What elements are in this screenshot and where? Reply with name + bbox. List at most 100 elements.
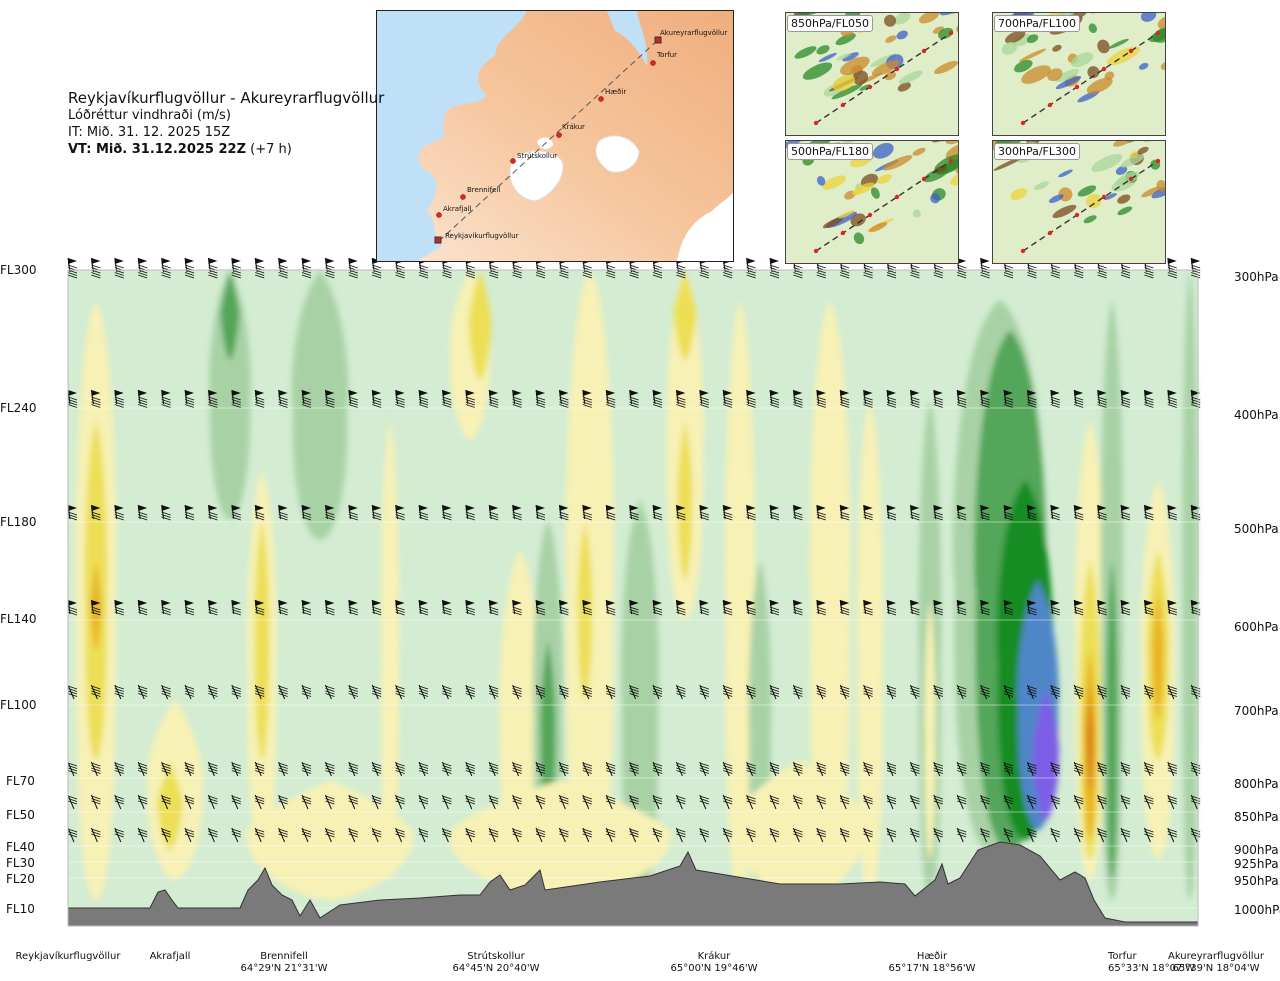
wind-barb-feather — [1027, 609, 1037, 613]
wind-barb — [839, 684, 850, 700]
wind-barb-feather — [489, 693, 499, 697]
wind-barb — [1143, 504, 1154, 521]
wind-barb-feather — [325, 401, 335, 406]
wind-barb — [114, 389, 124, 408]
wind-barb — [1120, 827, 1131, 843]
wind-barb-feather — [723, 828, 733, 833]
wind-barb — [675, 827, 686, 843]
wind-barb — [161, 684, 171, 700]
wind-barb-feather — [629, 828, 639, 833]
wind-barb-feather — [559, 272, 569, 276]
wind-barb-feather — [699, 514, 709, 518]
wind-barb-feather — [418, 688, 429, 692]
wind-barb-feather — [489, 611, 499, 616]
wind-barb-pennant — [302, 600, 311, 606]
wind-barb-feather — [372, 274, 382, 279]
wind-barb-feather — [816, 606, 826, 611]
inset-route-point — [894, 194, 900, 200]
wind-barb-pennant — [746, 505, 756, 511]
wind-barb — [137, 794, 148, 810]
wind-barb-feather — [325, 514, 335, 518]
wind-barb — [488, 389, 499, 408]
inset-field-patch — [912, 147, 926, 156]
wind-barb-pennant — [114, 258, 124, 264]
wind-barb-feather — [161, 795, 171, 800]
wind-barb-feather — [395, 516, 405, 521]
wind-barb — [161, 389, 171, 408]
wind-barb-feather — [980, 611, 990, 616]
wind-barb-feather — [863, 767, 873, 772]
wind-barb — [184, 504, 195, 521]
wind-barb-feather — [582, 693, 592, 697]
wind-barb — [1120, 761, 1131, 777]
wind-barb-feather — [1191, 606, 1201, 611]
wind-barb-feather — [138, 765, 148, 769]
wind-barb-feather — [1120, 767, 1131, 772]
wind-barb-pennant — [770, 600, 779, 606]
wind-barb-feather — [723, 833, 733, 838]
inset-route-point — [1047, 102, 1053, 108]
wind-barb-feather — [348, 399, 358, 403]
wind-barb-feather — [442, 399, 452, 403]
wind-barb-pennant — [208, 505, 218, 511]
wind-barb-feather — [231, 516, 241, 521]
wind-barb-feather — [676, 831, 686, 835]
waypoint-coord: 65°00'N 19°46'W — [670, 963, 758, 974]
wind-barb-feather — [676, 795, 686, 800]
wind-barb-feather — [372, 690, 382, 695]
wind-barb-feather — [138, 833, 148, 838]
wind-barb-feather — [301, 693, 312, 697]
wind-barb — [324, 389, 335, 408]
wind-barb-pennant — [1027, 390, 1037, 396]
velocity-plume — [724, 300, 756, 900]
wind-barb-feather — [699, 685, 709, 690]
wind-barb-feather — [699, 798, 709, 802]
wind-barb-feather — [442, 404, 452, 408]
wind-barb-feather — [606, 396, 616, 401]
wind-barb-feather — [980, 795, 990, 800]
wind-barb-feather — [863, 770, 873, 774]
wind-barb-pennant — [1191, 600, 1201, 606]
wind-barb — [792, 389, 803, 408]
issue-time: IT: Mið. 31. 12. 2025 15Z — [68, 125, 231, 140]
wind-barb-feather — [348, 514, 358, 518]
wind-barb-feather — [67, 516, 78, 521]
wind-barb-feather — [1144, 765, 1154, 769]
wind-barb-feather — [1027, 693, 1037, 697]
wind-barb — [605, 761, 616, 777]
wind-barb-feather — [231, 514, 241, 518]
wind-barb-feather — [559, 274, 569, 279]
wind-barb-feather — [161, 831, 171, 835]
wind-barb-feather — [1120, 800, 1131, 805]
inset-route-point — [1047, 230, 1053, 236]
wind-barb-pennant — [840, 390, 850, 396]
level-label-fl100: FL100 — [0, 698, 37, 712]
velocity-plume — [540, 640, 556, 830]
wind-barb — [582, 389, 592, 408]
wind-barb-feather — [559, 396, 569, 401]
wind-barb-feather — [512, 795, 522, 800]
wind-barb-pennant — [980, 505, 990, 511]
inset-route-point — [921, 176, 927, 182]
wind-barb-feather — [1191, 511, 1201, 516]
wind-barb — [395, 827, 405, 843]
wind-barb-pennant — [793, 390, 803, 396]
wind-barb-pennant — [512, 505, 522, 511]
wind-barb — [792, 761, 803, 777]
wind-barb-feather — [676, 514, 686, 518]
wind-barb-feather — [67, 401, 78, 406]
wind-barb-feather — [863, 272, 873, 276]
wind-barb-feather — [699, 611, 709, 616]
wind-barb-feather — [489, 690, 499, 695]
wind-barb — [465, 827, 475, 843]
wind-barb-feather — [816, 511, 826, 516]
wind-barb-feather — [1050, 274, 1060, 279]
map-label-strutskollur: Strútskollur — [517, 152, 557, 160]
map-label-akrafjall: Akrafjall — [443, 205, 472, 213]
wind-barb-feather — [886, 609, 897, 613]
wind-barb-feather — [325, 399, 335, 403]
wind-barb-feather — [489, 609, 499, 613]
wind-barb-feather — [910, 765, 920, 769]
wind-barb — [1073, 684, 1084, 700]
wind-barb — [1190, 761, 1201, 777]
